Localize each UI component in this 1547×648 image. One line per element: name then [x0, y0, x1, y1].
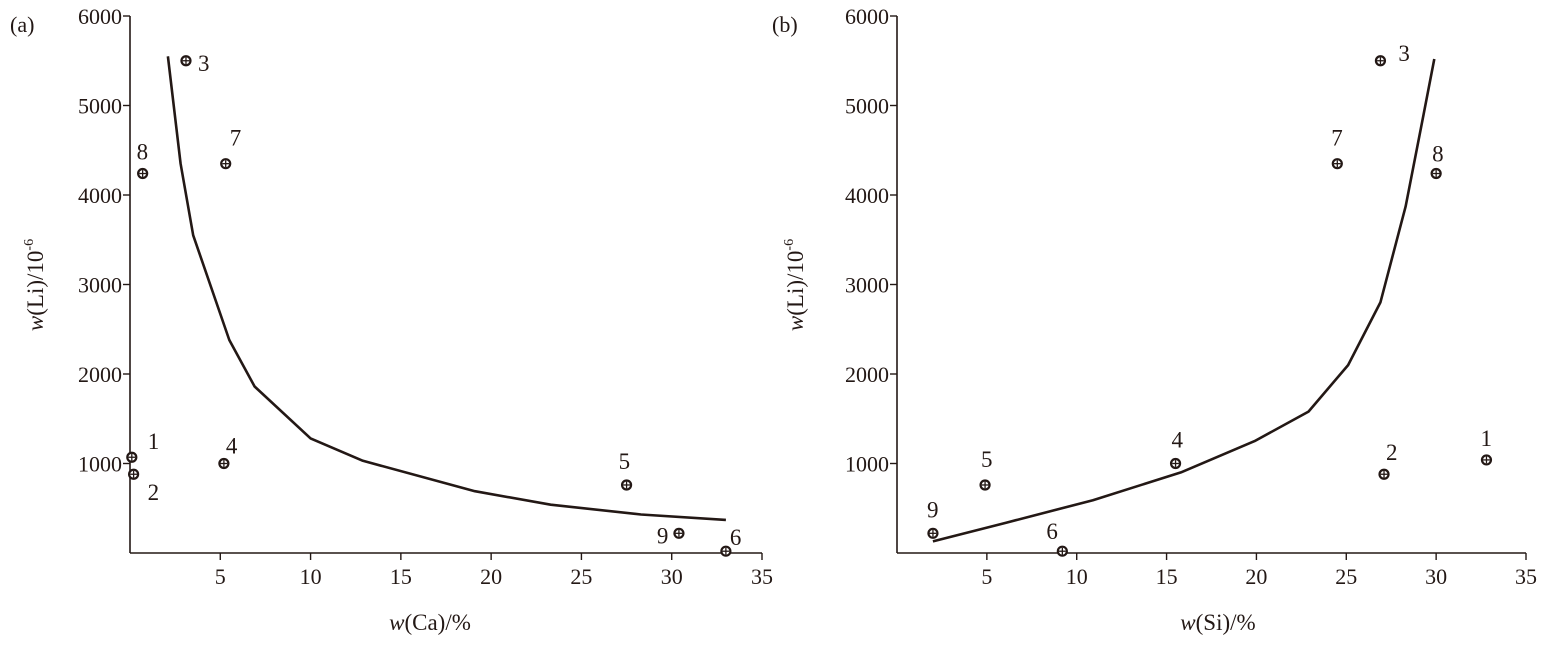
x-tick-label-5: 5: [215, 564, 226, 589]
data-point-8: [137, 167, 149, 180]
panel-a-x-title-italic: w: [389, 610, 405, 635]
panel-b-y-title: w(Li)/10-6: [782, 239, 808, 331]
data-point-label-5: 5: [619, 449, 631, 474]
data-point-label-3: 3: [198, 51, 210, 76]
x-tick-label-20: 20: [1245, 564, 1267, 589]
panel-a-y-title-sup: -6: [22, 239, 37, 251]
panel-b-y-title-rest: (Li)/10: [783, 251, 808, 316]
panel-a-x-title-rest: (Ca)/%: [404, 610, 470, 635]
y-tick-label-3000: 3000: [845, 273, 889, 298]
x-tick-label-10: 10: [1066, 564, 1088, 589]
panel-a: (a) 5 10 15 20 25 30 3510002000300040005000600…: [10, 4, 773, 635]
panel-b-points: 1 2 3 4 5 6 7 8 9: [927, 41, 1493, 557]
data-point-9: [673, 527, 685, 539]
data-point-6: [1056, 545, 1068, 557]
data-point-3: [1374, 55, 1387, 67]
data-point-label-4: 4: [1172, 428, 1184, 453]
data-point-2: [128, 468, 140, 480]
panel-a-y-title-italic: w: [23, 315, 48, 331]
panel-b-trend-curve: [932, 58, 1436, 543]
y-tick-label-1000: 1000: [845, 452, 889, 477]
data-point-7: [220, 158, 232, 170]
y-tick-label-5000: 5000: [78, 94, 122, 119]
data-point-label-5: 5: [981, 447, 993, 472]
panel-b-x-title: w(Si)/%: [1180, 610, 1255, 635]
x-tick-label-35: 35: [1515, 564, 1537, 589]
data-point-6: [720, 545, 732, 557]
data-point-label-7: 7: [230, 126, 242, 151]
x-tick-label-5: 5: [981, 564, 992, 589]
data-point-3: [180, 55, 192, 67]
y-tick-label-4000: 4000: [845, 183, 889, 208]
data-point-label-6: 6: [730, 525, 742, 550]
x-tick-label-25: 25: [570, 564, 592, 589]
panel-a-y-title: w(Li)/10-6: [22, 239, 48, 331]
data-point-9: [927, 527, 939, 539]
data-point-5: [979, 479, 991, 491]
y-tick-label-6000: 6000: [78, 4, 122, 29]
panel-b: (b) 5 10 15 20 25 30 3510002000300040005000600…: [772, 4, 1537, 635]
panel-b-x-title-italic: w: [1180, 610, 1196, 635]
panel-b-y-title-sup: -6: [782, 239, 797, 251]
data-point-label-7: 7: [1331, 126, 1343, 151]
panel-b-label: (b): [772, 12, 798, 37]
data-point-label-9: 9: [657, 523, 669, 548]
data-point-1: [1480, 454, 1493, 466]
data-point-label-2: 2: [1386, 440, 1398, 465]
panel-b-y-title-italic: w: [783, 315, 808, 331]
data-point-label-2: 2: [148, 480, 160, 505]
x-tick-label-25: 25: [1335, 564, 1357, 589]
x-tick-label-30: 30: [661, 564, 683, 589]
data-point-7: [1331, 158, 1343, 170]
data-point-label-9: 9: [927, 497, 939, 522]
y-tick-label-2000: 2000: [78, 362, 122, 387]
y-tick-label-4000: 4000: [78, 183, 122, 208]
data-point-4: [218, 457, 230, 470]
y-tick-label-3000: 3000: [78, 273, 122, 298]
data-point-2: [1378, 468, 1390, 480]
x-tick-label-15: 15: [1156, 564, 1178, 589]
data-point-1: [126, 451, 138, 463]
y-tick-label-1000: 1000: [78, 452, 122, 477]
data-point-label-6: 6: [1046, 519, 1058, 544]
x-tick-label-15: 15: [390, 564, 412, 589]
x-tick-label-10: 10: [300, 564, 322, 589]
panel-b-x-title-rest: (Si)/%: [1196, 610, 1256, 635]
x-tick-label-35: 35: [751, 564, 773, 589]
data-point-label-8: 8: [1432, 142, 1444, 167]
panel-a-x-title: w(Ca)/%: [389, 610, 471, 635]
data-point-label-1: 1: [148, 429, 160, 454]
data-point-label-4: 4: [226, 434, 238, 459]
data-point-8: [1430, 167, 1442, 180]
x-tick-label-30: 30: [1425, 564, 1447, 589]
panel-a-label: (a): [10, 12, 34, 37]
x-tick-label-20: 20: [480, 564, 502, 589]
panel-a-trend-curve: [166, 56, 726, 522]
data-point-4: [1169, 457, 1182, 470]
panel-a-y-title-rest: (Li)/10: [23, 251, 48, 316]
data-point-label-8: 8: [137, 140, 149, 165]
y-tick-label-5000: 5000: [845, 94, 889, 119]
y-tick-label-2000: 2000: [845, 362, 889, 387]
y-tick-label-6000: 6000: [845, 4, 889, 29]
data-point-label-1: 1: [1480, 426, 1492, 451]
data-point-5: [620, 479, 633, 491]
data-point-label-3: 3: [1398, 41, 1410, 66]
panel-a-points: 1 2 3 4 5 6 7 8 9: [126, 51, 741, 557]
